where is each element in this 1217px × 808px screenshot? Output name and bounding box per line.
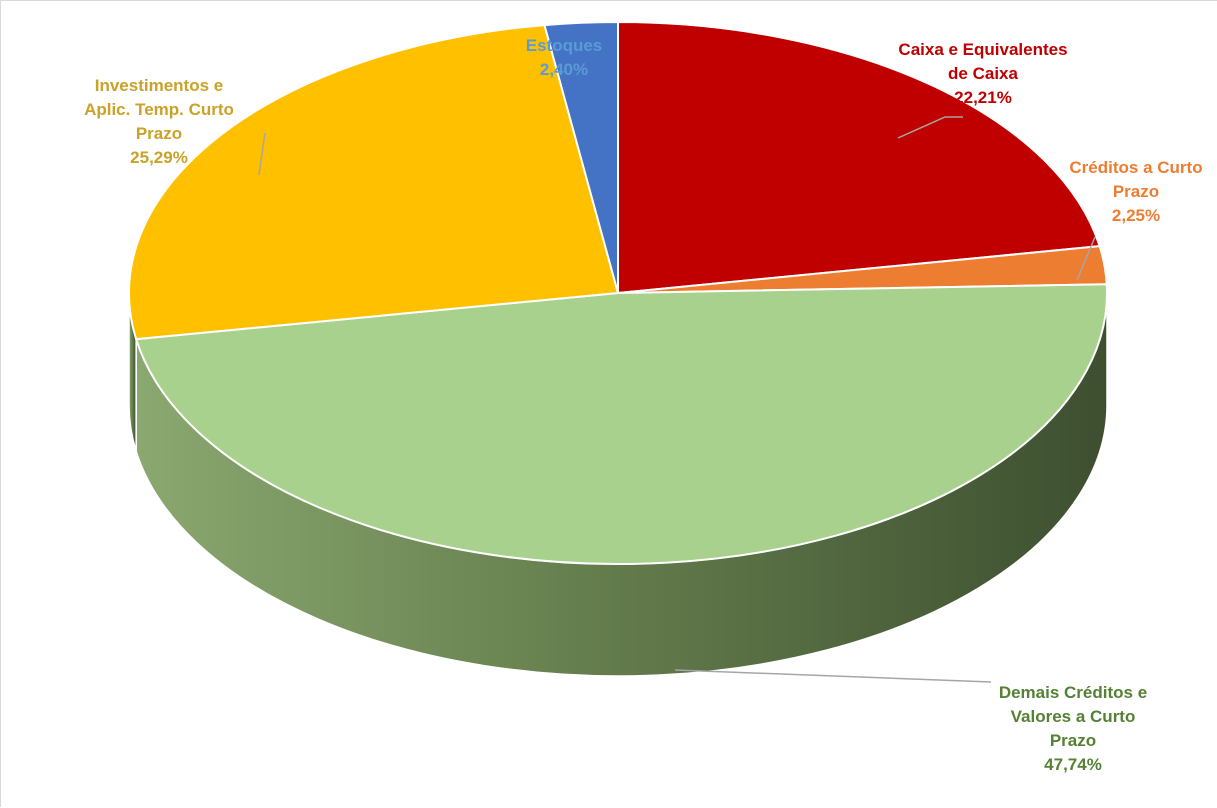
label-demais-creditos-line-3: Prazo <box>1050 731 1096 750</box>
label-investimentos-line-1: Investimentos e <box>95 76 224 95</box>
leader-lines <box>258 116 1096 683</box>
label-estoques: Estoques 2,40% <box>526 36 603 79</box>
slice-caixa-equivalentes <box>617 21 1101 294</box>
pie-top-layer <box>128 21 1108 566</box>
label-investimentos: Investimentos e Aplic. Temp. Curto Prazo 25… <box>84 76 234 167</box>
label-caixa-equivalentes-line-1: Caixa e Equivalentes <box>898 40 1067 59</box>
slice-labels: Caixa e Equivalentes de Caixa 22,21% Crédit… <box>84 36 1203 774</box>
label-demais-creditos-line-2: Valores a Curto <box>1011 707 1136 726</box>
label-investimentos-line-3: Prazo <box>136 124 182 143</box>
label-caixa-equivalentes-line-3: 22,21% <box>954 88 1012 107</box>
label-creditos-curto-prazo-line-1: Créditos a Curto <box>1069 158 1202 177</box>
label-creditos-curto-prazo-line-3: 2,25% <box>1112 206 1160 225</box>
label-demais-creditos-leader-line <box>674 669 992 683</box>
label-investimentos-leader-line <box>258 132 266 176</box>
label-estoques-line-1: Estoques <box>526 36 603 55</box>
label-caixa-equivalentes: Caixa e Equivalentes de Caixa 22,21% <box>898 40 1067 107</box>
label-creditos-curto-prazo-line-2: Prazo <box>1113 182 1159 201</box>
label-caixa-equivalentes-leader-line <box>897 116 963 139</box>
label-demais-creditos-line-1: Demais Créditos e <box>999 683 1147 702</box>
label-estoques-line-2: 2,40% <box>540 60 588 79</box>
label-demais-creditos: Demais Créditos e Valores a Curto Prazo 47,… <box>999 683 1147 774</box>
label-investimentos-line-2: Aplic. Temp. Curto <box>84 100 234 119</box>
label-creditos-curto-prazo: Créditos a Curto Prazo 2,25% <box>1069 158 1202 225</box>
slice-demais-creditos <box>135 283 1108 566</box>
label-caixa-equivalentes-line-2: de Caixa <box>948 64 1018 83</box>
slice-estoques <box>543 21 619 294</box>
label-creditos-curto-prazo-leader-line <box>1076 236 1096 281</box>
slice-investimentos <box>128 24 619 341</box>
label-demais-creditos-line-4: 47,74% <box>1044 755 1102 774</box>
label-investimentos-line-4: 25,29% <box>130 148 188 167</box>
